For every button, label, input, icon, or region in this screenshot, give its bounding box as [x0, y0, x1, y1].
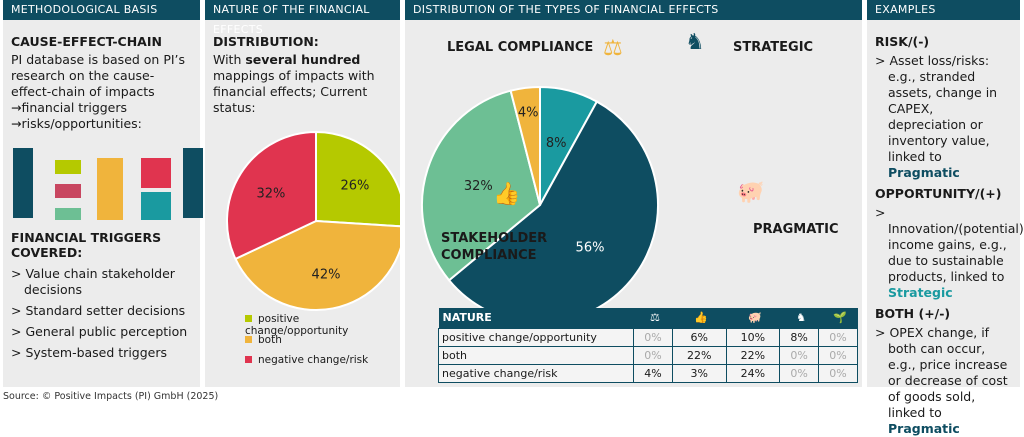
- piggy-bank-icon: 🐖: [737, 180, 765, 205]
- table-header-nature: NATURE: [438, 308, 634, 328]
- table-cell: 0%: [818, 345, 858, 365]
- table-cell: 4%: [633, 363, 673, 383]
- table-cell: 0%: [633, 327, 673, 347]
- pie-label: 8%: [546, 136, 567, 151]
- panel-header: METHODOLOGICAL BASIS: [3, 0, 200, 20]
- risk-example: Asset loss/risks: e.g., stranded assets,…: [875, 53, 1014, 181]
- row-label: positive change/opportunity: [438, 327, 634, 347]
- pie-slice-stakeholder-compliance: [421, 89, 542, 282]
- pie-label: 26%: [340, 178, 369, 193]
- pie-slice-both: [234, 219, 400, 311]
- legal-gavel-icon: ⚖: [633, 308, 673, 328]
- nature-panel: NATURE OF THE FINANCIAL EFFECTS DISTRIBU…: [205, 0, 400, 387]
- methodological-basis-panel: METHODOLOGICAL BASIS CAUSE-EFFECT-CHAIN …: [3, 0, 203, 387]
- pie-slice-legal-compliance: [509, 85, 541, 206]
- table-row: negative change/risk 4% 3% 24% 0% 0%: [438, 363, 858, 383]
- triggers-title: FINANCIAL TRIGGERS COVERED:: [11, 230, 162, 260]
- nature-pie-chart: 26% 42% 32%: [226, 130, 400, 311]
- table-row: positive change/opportunity 0% 6% 10% 8% 0%: [438, 327, 858, 347]
- source-note: Source: © Positive Impacts (PI) GmbH (20…: [3, 391, 219, 402]
- both-title: BOTH (+/-): [875, 306, 951, 321]
- label-stakeholder-compliance: STAKEHOLDER COMPLIANCE: [441, 231, 548, 263]
- opportunity-title: OPPORTUNITY/(+): [875, 186, 1002, 201]
- row-label: negative change/risk: [438, 363, 634, 383]
- risk-title: RISK/(-): [875, 34, 930, 49]
- table-cell: 8%: [779, 327, 820, 347]
- pie-label: 42%: [312, 267, 341, 282]
- pie-slice-pragmatic: [447, 100, 659, 310]
- trigger-item: General public perception: [11, 324, 192, 340]
- pie-label: 32%: [256, 186, 285, 201]
- section-title: DISTRIBUTION:: [213, 34, 319, 49]
- table-cell: 0%: [633, 345, 673, 365]
- table-cell: 6%: [671, 327, 727, 347]
- pie-label: 32%: [464, 179, 493, 194]
- pie-label: 4%: [518, 105, 539, 120]
- panel-header: EXAMPLES: [867, 0, 1020, 20]
- nature-table: NATURE ⚖ 👍 🐖 ♞ 🌱 positive change/opportu…: [438, 308, 858, 383]
- trigger-item: System-based triggers: [11, 345, 192, 361]
- description: PI database is based on PI’s research on…: [11, 52, 186, 131]
- description: With several hundred mappings of impacts…: [213, 52, 375, 115]
- panel-header: NATURE OF THE FINANCIAL EFFECTS: [205, 0, 400, 36]
- pie-slice-negative-change-risk: [226, 130, 317, 261]
- pie-slice-positive-change-opportunity: [315, 130, 400, 228]
- stakeholder-icon: 👍: [672, 308, 727, 328]
- chess-knight-icon: ♞: [779, 308, 819, 328]
- hand-plant-icon: 🌱: [818, 308, 858, 328]
- legend-both: both: [245, 334, 282, 346]
- cause-effect-diagram-thumbnail: [11, 140, 203, 220]
- trigger-item: Value chain stakeholder decisions: [11, 266, 192, 298]
- row-label: both: [438, 345, 634, 365]
- gavel-icon: ⚖: [603, 36, 623, 61]
- label-legal-compliance: LEGAL COMPLIANCE: [447, 40, 594, 55]
- stakeholder-icon: 👍: [493, 182, 521, 207]
- table-cell: 0%: [818, 363, 858, 383]
- table-cell: 0%: [818, 327, 858, 347]
- opportunity-example: Innovation/(potential) income gains, e.g…: [875, 205, 1024, 301]
- examples-panel: EXAMPLES RISK/(-) Asset loss/risks: e.g.…: [867, 0, 1024, 436]
- table-cell: 24%: [725, 363, 781, 383]
- distribution-pie-chart: 8% 56% 32% 4%: [421, 85, 659, 310]
- table-cell: 0%: [779, 363, 820, 383]
- table-row: both 0% 22% 22% 0% 0%: [438, 345, 858, 365]
- table-cell: 0%: [779, 345, 820, 365]
- legend-negative: negative change/risk: [245, 354, 368, 366]
- trigger-item: Standard setter decisions: [11, 303, 192, 319]
- table-cell: 22%: [671, 345, 727, 365]
- label-pragmatic: PRAGMATIC: [753, 222, 839, 237]
- legend-positive: positive change/opportunity: [245, 313, 349, 337]
- piggy-bank-icon: 🐖: [726, 308, 780, 328]
- both-example: OPEX change, if both can occur, e.g., pr…: [875, 325, 1014, 437]
- table-cell: 10%: [725, 327, 781, 347]
- pie-label: 56%: [576, 240, 605, 255]
- table-cell: 3%: [671, 363, 727, 383]
- section-title: CAUSE-EFFECT-CHAIN: [11, 34, 162, 49]
- label-strategic: STRATEGIC: [733, 40, 814, 55]
- chess-knight-icon: ♞: [685, 30, 705, 55]
- table-cell: 22%: [725, 345, 781, 365]
- panel-header: DISTRIBUTION OF THE TYPES OF FINANCIAL E…: [405, 0, 862, 20]
